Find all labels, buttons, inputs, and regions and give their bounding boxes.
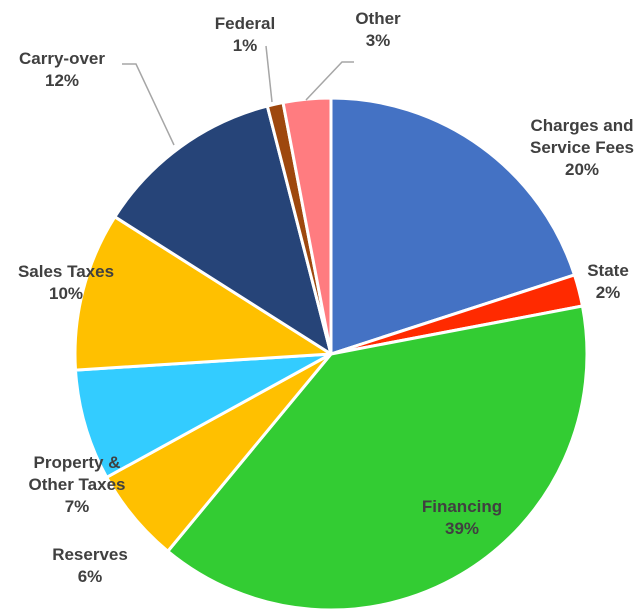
value-label: 7% <box>64 497 90 516</box>
pie-slice <box>74 352 333 479</box>
value-label: 3% <box>365 31 391 50</box>
value-label: 39% <box>444 519 480 538</box>
value-label: 20% <box>564 160 600 179</box>
slice-label: Reserves 6% <box>30 544 150 588</box>
value-label: 10% <box>48 284 84 303</box>
category-label: Federal <box>214 14 276 33</box>
slice-label: Sales Taxes 10% <box>6 261 126 305</box>
value-label: 2% <box>595 283 621 302</box>
pie-slice <box>73 215 333 372</box>
category-label: Property & Other Taxes <box>28 453 126 494</box>
leader-line <box>122 63 175 146</box>
leader-line <box>265 45 273 103</box>
category-label: Charges and Service Fees <box>530 116 634 157</box>
value-label: 12% <box>44 71 80 90</box>
slice-label: Property & Other Taxes 7% <box>12 452 142 518</box>
pie-slice <box>166 304 589 612</box>
category-label: Other <box>355 9 401 28</box>
pie-slice <box>113 104 333 356</box>
category-label: Sales Taxes <box>17 262 115 281</box>
category-label: Carry-over <box>19 49 105 68</box>
value-label: 1% <box>232 36 258 55</box>
category-label: State <box>587 261 629 280</box>
category-label: Reserves <box>52 545 128 564</box>
slice-label: Carry-over 12% <box>2 48 122 92</box>
slice-label: Financing 39% <box>402 496 522 540</box>
category-label: Financing <box>421 497 503 516</box>
leader-line <box>305 61 354 101</box>
pie-slice <box>329 96 576 356</box>
slice-label: Charges and Service Fees 20% <box>517 115 644 181</box>
slice-label: Federal 1% <box>205 13 285 57</box>
slice-label: Other 3% <box>338 8 418 52</box>
value-label: 6% <box>77 567 103 586</box>
slice-label: State 2% <box>578 260 638 304</box>
